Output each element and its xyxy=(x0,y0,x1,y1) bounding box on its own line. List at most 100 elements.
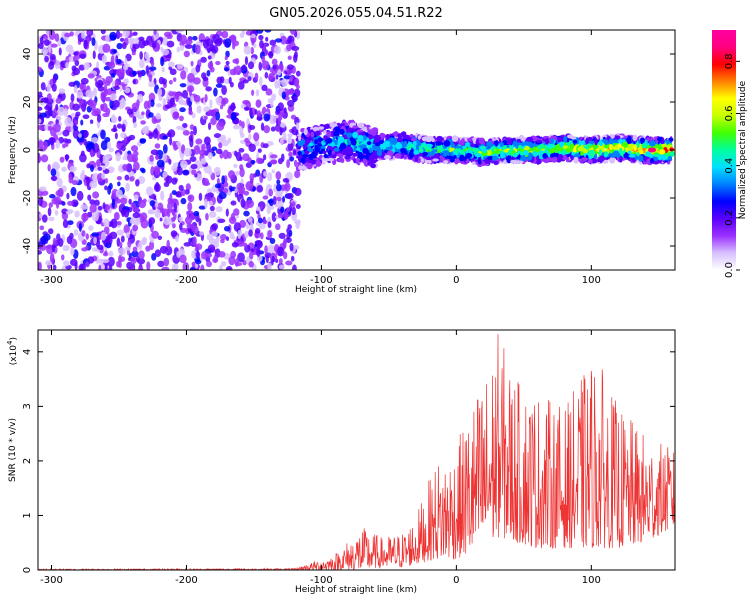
noise-blob xyxy=(120,97,126,107)
noise-blob xyxy=(189,124,195,130)
noise-blob xyxy=(247,76,252,82)
noise-blob xyxy=(188,87,193,97)
signal-blob xyxy=(431,137,435,143)
noise-blob xyxy=(279,122,287,128)
signal-blob xyxy=(617,143,622,148)
noise-blob xyxy=(156,103,162,108)
noise-blob xyxy=(132,246,138,253)
noise-blob xyxy=(182,130,190,136)
signal-blob xyxy=(367,161,371,166)
noise-blob xyxy=(275,196,282,201)
noise-blob xyxy=(278,264,285,270)
noise-blob xyxy=(282,251,288,260)
noise-blob xyxy=(206,142,212,152)
noise-blob xyxy=(168,158,172,165)
noise-blob xyxy=(221,139,229,147)
noise-blob xyxy=(166,132,172,138)
noise-blob xyxy=(267,98,272,104)
noise-blob xyxy=(85,245,89,250)
noise-blob xyxy=(38,153,41,163)
noise-blob xyxy=(75,111,81,117)
signal-blob xyxy=(563,135,568,143)
noise-blob xyxy=(122,30,130,38)
signal-blob xyxy=(300,157,306,164)
noise-blob xyxy=(212,33,221,44)
noise-blob xyxy=(69,232,74,240)
noise-blob xyxy=(182,89,189,99)
noise-blob xyxy=(230,212,236,222)
noise-blob xyxy=(282,177,289,183)
noise-blob xyxy=(195,251,201,259)
signal-blob xyxy=(331,154,337,159)
noise-blob xyxy=(80,119,84,126)
noise-blob xyxy=(102,165,106,171)
noise-blob xyxy=(119,33,123,38)
noise-blob xyxy=(220,261,227,267)
signal-blob xyxy=(487,150,492,156)
spectrogram-x-ticks: -300 -200 -100 0 100 xyxy=(40,30,601,286)
signal-blob xyxy=(454,159,459,165)
noise-blob xyxy=(108,264,113,270)
signal-blob xyxy=(449,156,455,163)
noise-blob xyxy=(66,138,72,144)
signal-blob xyxy=(432,158,439,162)
noise-blob xyxy=(108,182,113,190)
signal-blob xyxy=(661,142,667,149)
signal-blob xyxy=(394,153,402,159)
signal-blob xyxy=(490,146,495,152)
noise-blob xyxy=(232,124,241,130)
noise-blob xyxy=(38,249,42,255)
noise-blob xyxy=(67,220,74,226)
signal-blob xyxy=(297,135,302,141)
noise-blob xyxy=(50,175,58,181)
noise-blob xyxy=(117,181,121,187)
noise-blob xyxy=(198,192,203,201)
noise-blob xyxy=(259,39,264,49)
noise-blob xyxy=(112,49,118,54)
noise-blob xyxy=(39,225,45,231)
snr-x-label: Height of straight line (km) xyxy=(295,585,417,595)
noise-blob xyxy=(63,108,69,118)
noise-blob xyxy=(246,199,255,208)
noise-blob xyxy=(191,113,196,119)
noise-blob xyxy=(168,79,173,85)
signal-blob xyxy=(408,151,414,159)
signal-blob xyxy=(357,134,364,142)
noise-blob xyxy=(59,156,65,163)
noise-blob xyxy=(211,146,218,151)
noise-blob xyxy=(275,109,280,115)
noise-blob xyxy=(39,112,48,118)
noise-blob xyxy=(261,84,268,92)
noise-blob xyxy=(168,61,175,68)
y-tick-label: 20 xyxy=(22,96,33,109)
noise-blob xyxy=(100,231,107,241)
noise-blob xyxy=(183,50,190,58)
noise-blob xyxy=(65,61,69,69)
noise-blob xyxy=(87,30,92,35)
signal-blob xyxy=(587,155,593,160)
signal-blob xyxy=(619,147,623,153)
noise-blob xyxy=(52,75,57,84)
signal-blob xyxy=(473,149,479,154)
noise-blob xyxy=(189,156,197,163)
noise-blob xyxy=(145,245,151,252)
noise-blob xyxy=(265,254,269,264)
noise-blob xyxy=(97,166,103,171)
noise-blob xyxy=(91,232,100,237)
noise-blob xyxy=(41,214,48,223)
noise-blob xyxy=(277,79,281,89)
noise-blob xyxy=(283,107,287,114)
noise-blob xyxy=(144,52,150,60)
noise-blob xyxy=(124,57,128,67)
signal-blob xyxy=(443,140,451,147)
signal-blob xyxy=(333,147,340,152)
noise-blob xyxy=(262,143,269,149)
signal-blob xyxy=(557,153,564,160)
spectrogram-heatmap xyxy=(38,30,675,270)
noise-blob xyxy=(171,208,175,216)
noise-blob xyxy=(225,267,232,270)
noise-blob xyxy=(171,264,177,270)
noise-blob xyxy=(148,92,156,102)
noise-blob xyxy=(241,64,247,71)
noise-blob xyxy=(234,58,240,65)
